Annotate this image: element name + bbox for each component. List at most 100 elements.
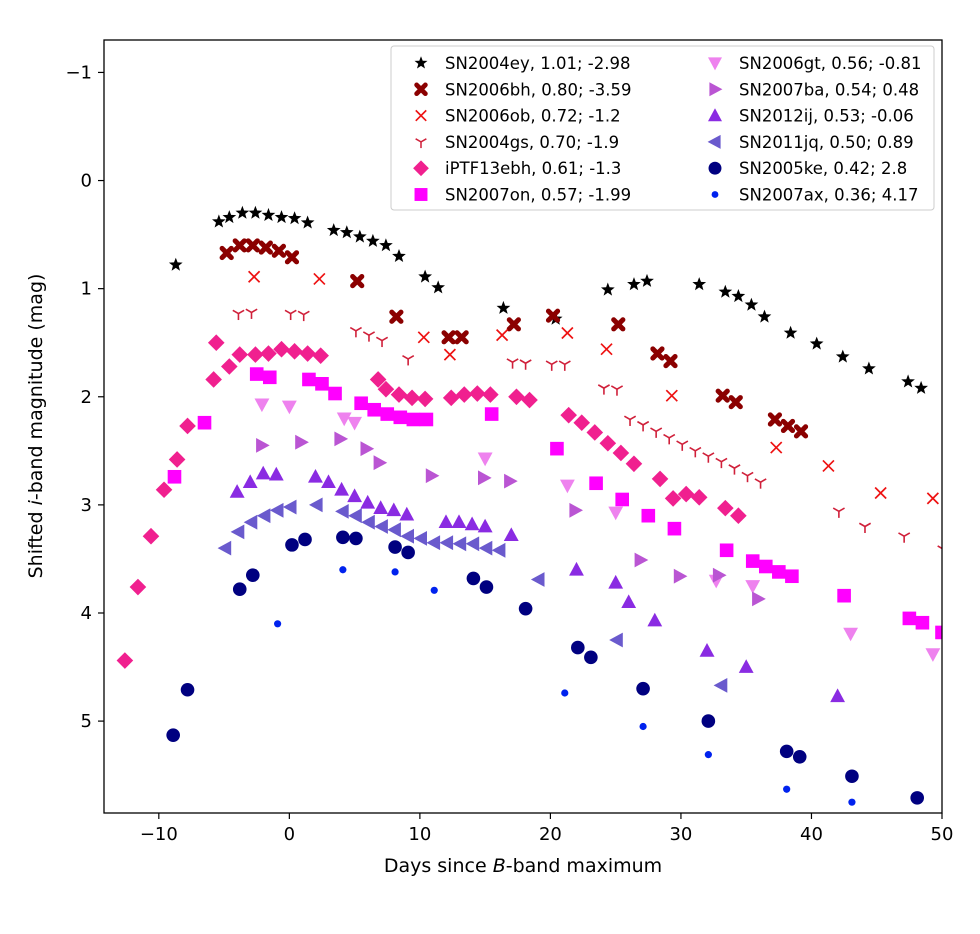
data-point [478, 540, 493, 556]
data-point [261, 207, 276, 221]
legend-marker [709, 82, 723, 97]
data-point [349, 531, 363, 546]
data-point [636, 681, 650, 696]
data-point [256, 508, 271, 524]
data-point [374, 519, 388, 534]
data-point [235, 205, 250, 219]
data-point [830, 688, 845, 703]
data-point [417, 331, 430, 344]
data-point [780, 418, 796, 434]
data-point [439, 535, 454, 551]
data-point [336, 530, 350, 545]
data-point [477, 518, 493, 533]
data-point [205, 371, 222, 388]
data-point [361, 514, 375, 530]
data-point [521, 391, 538, 409]
data-point [701, 714, 716, 728]
data-point [268, 466, 284, 481]
y-axis: −1 0 1 2 3 4 5 [65, 62, 104, 732]
data-point [245, 238, 260, 253]
data-point [518, 601, 533, 616]
data-point [360, 441, 375, 457]
data-point [560, 406, 577, 424]
data-point [793, 424, 809, 439]
data-point [690, 489, 708, 506]
series-10 [166, 530, 924, 805]
data-point [348, 508, 362, 524]
data-point [308, 469, 323, 483]
data-point [419, 412, 434, 427]
data-point [730, 507, 747, 524]
data-point [599, 434, 617, 452]
data-point [464, 516, 480, 531]
data-point [858, 522, 872, 534]
legend-label: SN2006gt, 0.56; -0.81 [739, 54, 921, 73]
data-point [274, 620, 282, 628]
data-point [902, 611, 917, 626]
data-point [650, 346, 665, 361]
data-point [478, 470, 492, 486]
data-point [835, 349, 850, 363]
data-point [380, 407, 395, 421]
data-point [312, 347, 329, 364]
data-point [503, 527, 519, 541]
data-point [285, 538, 299, 552]
legend-entry: SN2006ob, 0.72; -1.2 [415, 107, 621, 126]
plot-frame [103, 39, 943, 814]
data-point [400, 528, 414, 544]
data-point [256, 438, 270, 453]
data-point [600, 343, 613, 356]
data-point [910, 791, 924, 805]
legend-entry: SN2006bh, 0.80; -3.59 [414, 80, 631, 99]
data-point [339, 566, 347, 574]
data-point [232, 309, 245, 321]
data-point [754, 478, 767, 489]
legend-marker [414, 188, 428, 201]
data-point [597, 384, 610, 395]
data-point [832, 507, 845, 518]
data-point [772, 565, 786, 579]
data-point [845, 769, 859, 784]
data-point [465, 536, 480, 552]
series-8 [229, 465, 845, 703]
legend-entry: SN2006gt, 0.56; -0.81 [708, 54, 921, 73]
series-1 [219, 238, 809, 439]
data-point [297, 310, 310, 322]
data-point [388, 540, 402, 554]
data-point [243, 514, 258, 530]
data-point [837, 588, 851, 603]
data-point [715, 388, 730, 403]
data-point [561, 326, 574, 340]
data-point [770, 441, 783, 454]
data-point [369, 371, 387, 388]
legend-label: SN2006ob, 0.72; -1.2 [445, 107, 621, 126]
data-point [637, 420, 650, 432]
x-tick-label: 0 [284, 824, 295, 845]
data-point [634, 552, 649, 568]
data-point [822, 459, 835, 473]
data-point [300, 215, 315, 229]
data-point [926, 492, 939, 505]
legend-entry: SN2004ey, 1.01; -2.98 [414, 54, 630, 73]
data-point [744, 297, 759, 311]
data-point [129, 578, 147, 596]
data-point [389, 309, 404, 324]
data-point [608, 574, 624, 589]
series-11 [274, 566, 856, 806]
data-point [663, 353, 678, 369]
data-point [426, 535, 441, 551]
data-point [667, 521, 682, 536]
data-point [728, 464, 741, 475]
data-point [321, 474, 336, 488]
data-point [504, 473, 518, 489]
data-point [728, 395, 743, 410]
data-point [612, 444, 630, 462]
data-point [484, 407, 499, 421]
data-point [937, 545, 942, 550]
data-point [741, 471, 754, 483]
series-7 [256, 431, 766, 607]
data-point [431, 280, 445, 294]
data-point [438, 514, 454, 528]
data-point [339, 225, 354, 239]
